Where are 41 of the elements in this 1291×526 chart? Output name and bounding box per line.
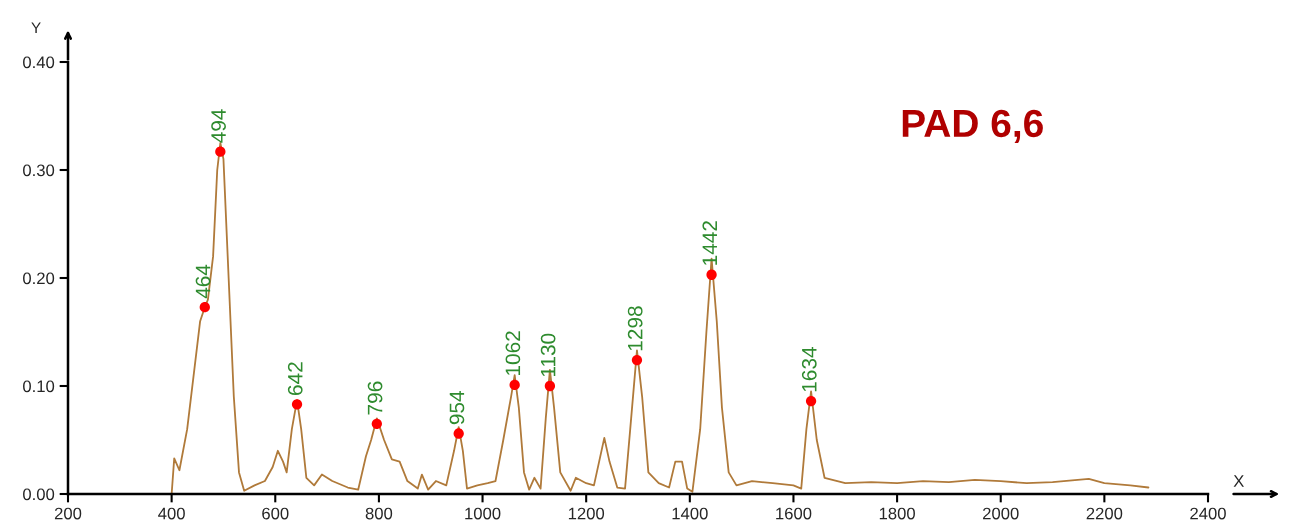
point bbox=[199, 302, 210, 313]
x-tick-label: 400 bbox=[158, 507, 185, 520]
point bbox=[509, 379, 520, 391]
point bbox=[371, 418, 382, 429]
annotation: 796 bbox=[367, 381, 383, 415]
point bbox=[631, 354, 643, 366]
point bbox=[805, 395, 817, 407]
annotation: 494 bbox=[211, 109, 226, 143]
annotation: 1130 bbox=[540, 333, 556, 377]
x-tick-label: 1600 bbox=[776, 507, 812, 520]
x-tick-label: 1400 bbox=[672, 507, 708, 520]
y-tick-label: 0.20 bbox=[23, 272, 55, 285]
y-axis-title: Y bbox=[31, 22, 41, 33]
annotation: 1442 bbox=[702, 221, 717, 265]
annotation: 464 bbox=[195, 264, 211, 299]
annotation: 1298 bbox=[627, 306, 643, 351]
annotation: 954 bbox=[449, 391, 465, 425]
x-axis-title: X bbox=[1233, 475, 1244, 487]
annotation: PAD 6,6 bbox=[902, 109, 1043, 143]
x-tick-label: 600 bbox=[262, 507, 289, 520]
x-tick-label: 2400 bbox=[1190, 507, 1226, 520]
x-tick-label: 2200 bbox=[1086, 507, 1123, 520]
point bbox=[544, 380, 556, 392]
annotation: 1634 bbox=[801, 347, 817, 392]
point bbox=[291, 399, 303, 410]
x-tick-label: 1000 bbox=[465, 507, 501, 520]
annotation: 642 bbox=[287, 362, 303, 395]
y-tick-label: 0.10 bbox=[23, 380, 55, 393]
y-tick-label: 0.40 bbox=[23, 56, 55, 69]
x-tick-label: 1200 bbox=[568, 507, 605, 520]
x-tick-label: 2000 bbox=[983, 507, 1019, 520]
annotation: 1062 bbox=[505, 331, 521, 375]
point bbox=[706, 269, 717, 280]
x-tick-label: 200 bbox=[54, 507, 82, 520]
point bbox=[453, 428, 464, 439]
line-series bbox=[170, 142, 1150, 494]
y-tick-label: 0.00 bbox=[23, 488, 55, 501]
point bbox=[215, 146, 226, 157]
x-tick-label: 800 bbox=[365, 507, 393, 520]
x-tick-label: 1800 bbox=[879, 507, 915, 520]
y-tick-label: 0.30 bbox=[23, 164, 55, 177]
